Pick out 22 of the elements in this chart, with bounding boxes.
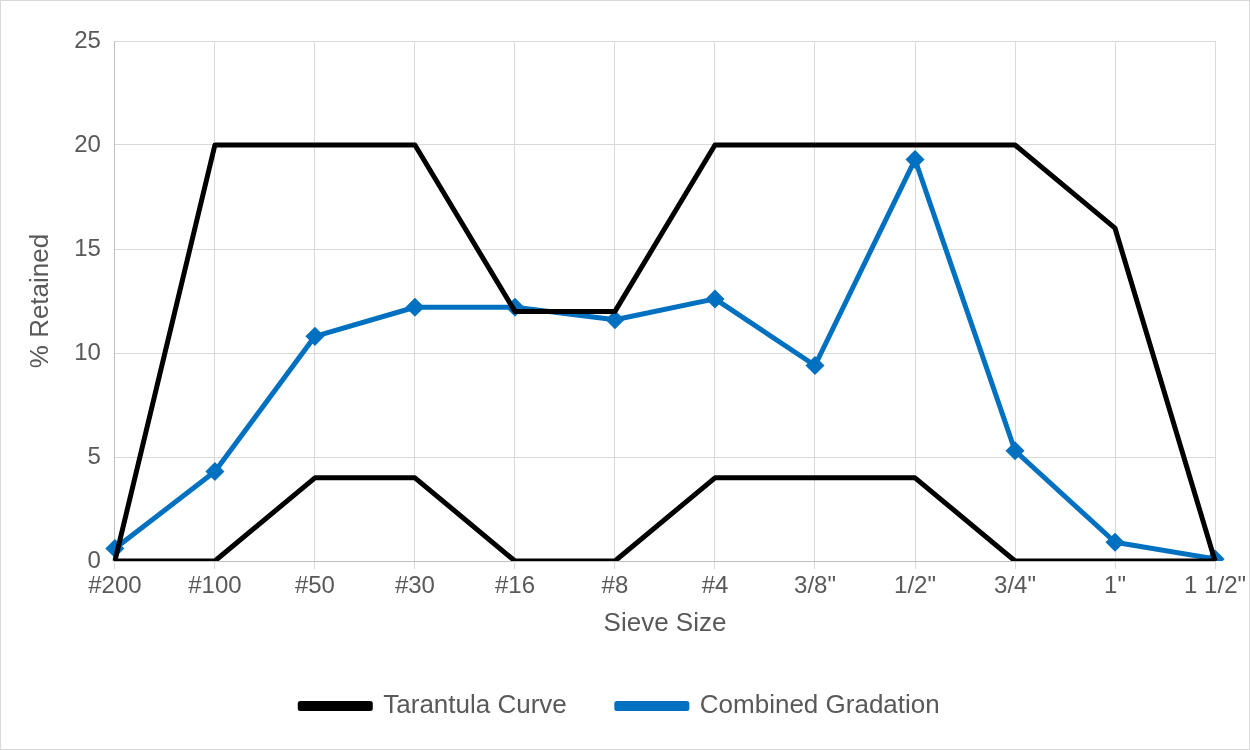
y-tick-label: 20 [74,129,101,157]
x-tick-label: #100 [188,571,242,599]
legend-label: Tarantula Curve [383,689,567,720]
x-tick-label: #4 [701,571,729,599]
x-tick-label: 1" [1104,571,1126,599]
y-tick-label: 0 [87,545,101,573]
x-tick-label: 3/8" [794,571,836,599]
y-tick-label: 25 [74,25,101,53]
x-tick-label: #16 [494,571,535,599]
x-tick-label: #30 [394,571,435,599]
x-tick-label: #50 [294,571,335,599]
y-axis-title: % Retained [23,233,54,369]
x-tick-label: 3/4" [994,571,1036,599]
x-tick-label: #8 [601,571,629,599]
x-tick-label: #200 [88,571,142,599]
x-tick-label: 1/2" [894,571,936,599]
legend-label: Combined Gradation [699,689,940,720]
y-tick-label: 10 [74,337,101,365]
x-axis-title: Sieve Size [603,606,727,637]
x-tick-label: 1 1/2" [1184,571,1246,599]
y-tick-label: 15 [74,233,101,261]
y-tick-label: 5 [87,441,101,469]
